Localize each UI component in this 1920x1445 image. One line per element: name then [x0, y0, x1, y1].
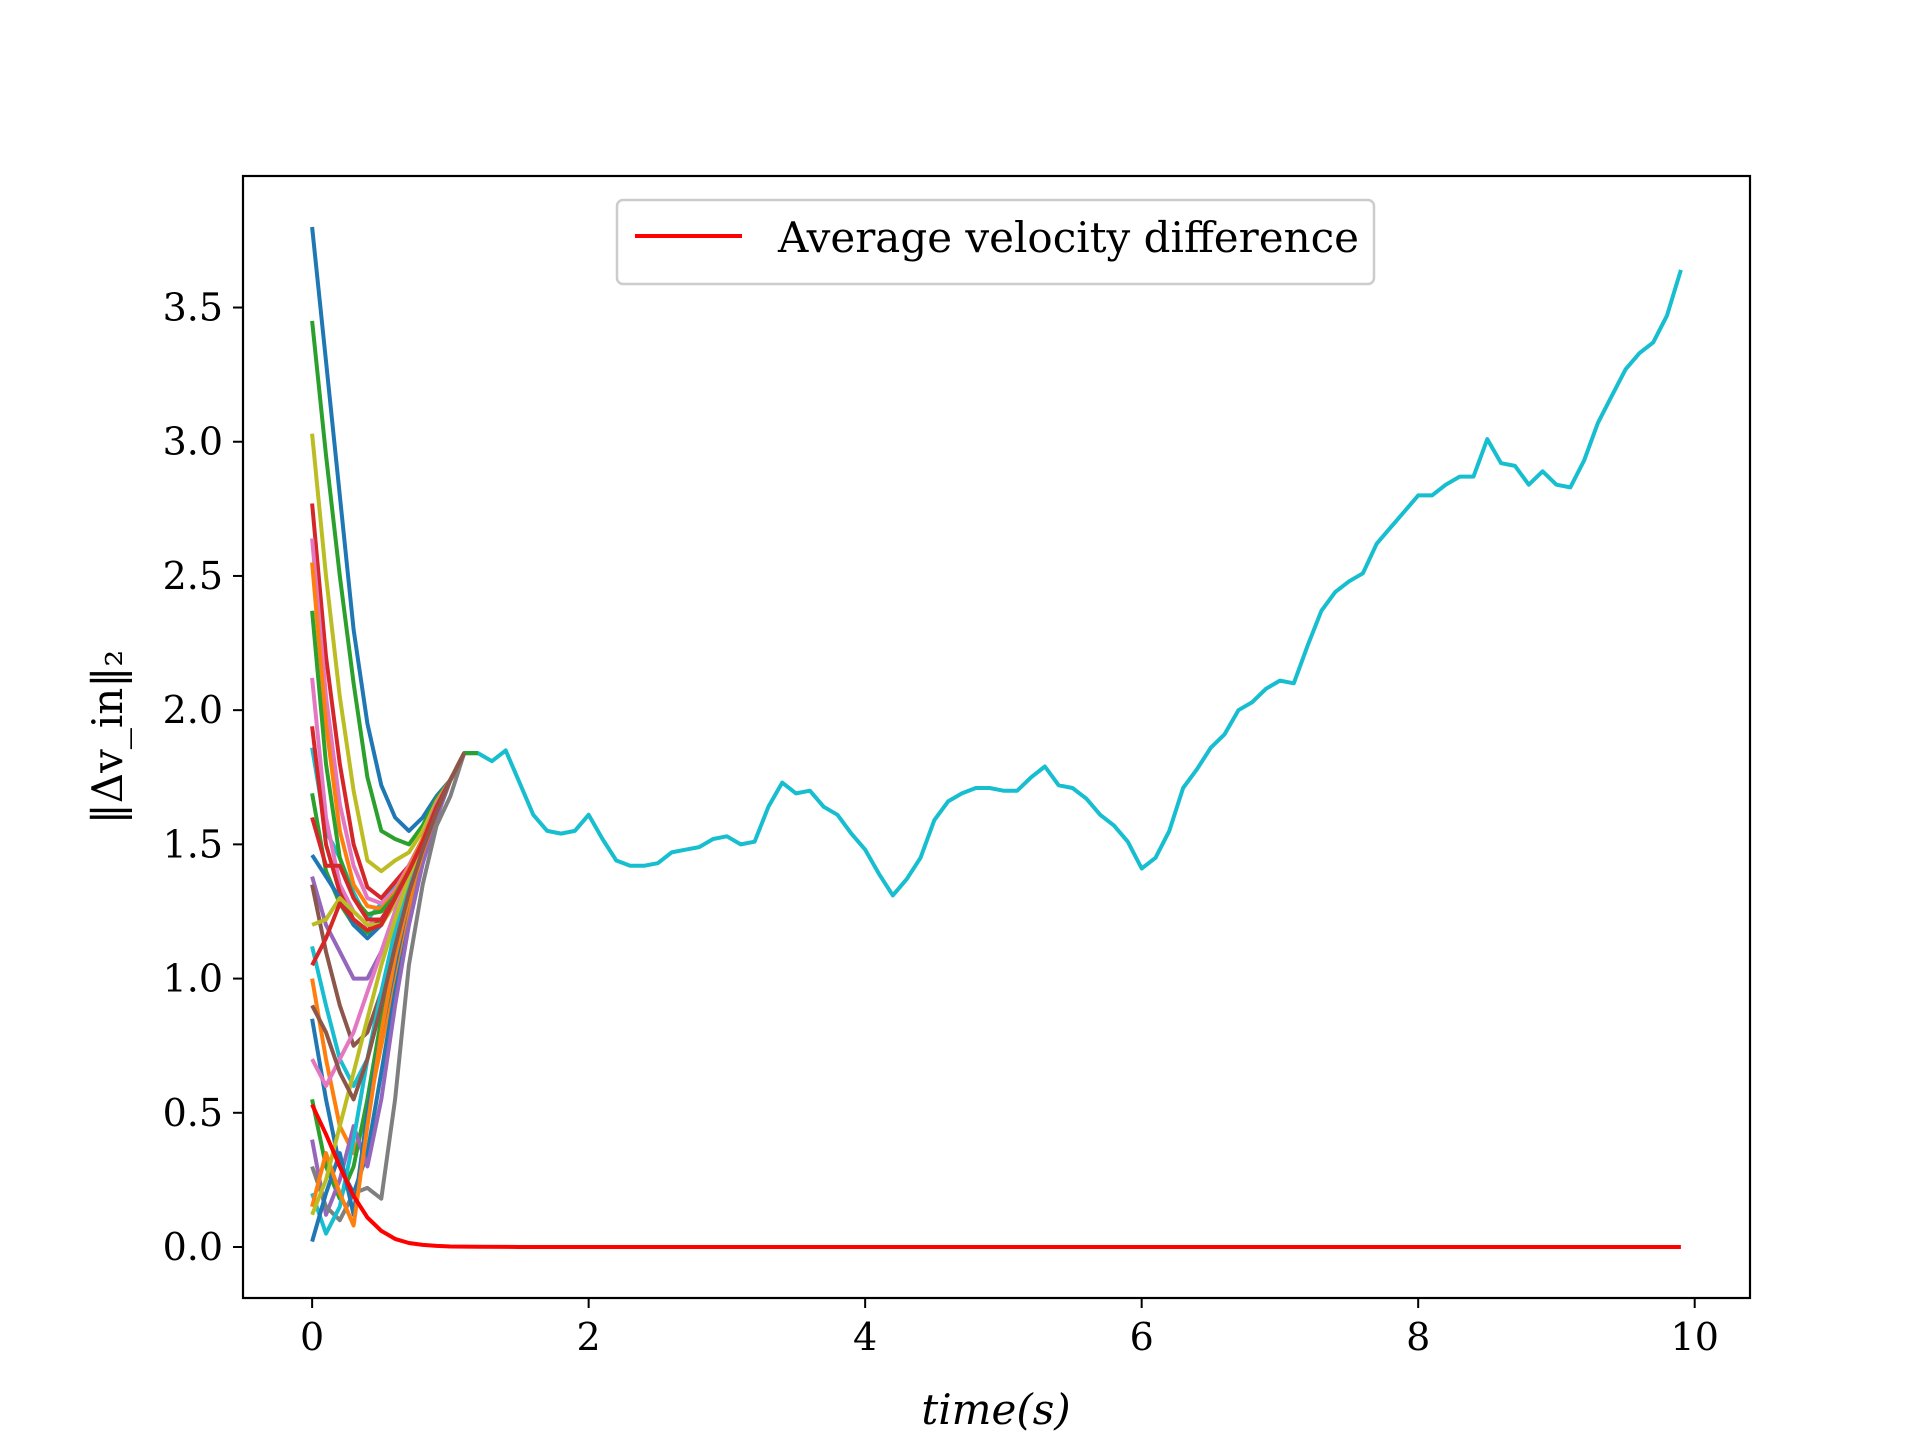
plot-frame [241, 174, 1752, 1300]
y-axis-ticks: 0.0 0.5 1.0 1.5 2.0 2.5 3.0 3.5 [163, 286, 243, 1269]
legend-box [615, 198, 1376, 286]
legend: Average velocity difference [615, 198, 1376, 286]
y-tick-label: 3.5 [163, 286, 223, 330]
y-tick-label: 1.5 [163, 822, 223, 866]
series-line-3 [310, 320, 478, 847]
x-tick-label: 0 [300, 1315, 324, 1359]
y-tick-label: 3.0 [163, 420, 223, 464]
x-tick-label: 8 [1406, 1315, 1430, 1359]
x-tick-label: 4 [853, 1315, 877, 1359]
y-tick-label: 2.5 [163, 554, 223, 598]
legend-label: Average velocity difference [777, 213, 1359, 262]
series-line-29 [310, 752, 466, 1102]
y-tick-label: 0.0 [163, 1225, 223, 1269]
x-tick-label: 10 [1671, 1315, 1719, 1359]
series-line-average [310, 1103, 1681, 1249]
x-axis-ticks: 0 2 4 6 8 10 [300, 1298, 1719, 1359]
series-line-5 [310, 503, 466, 901]
y-tick-label: 2.0 [163, 688, 223, 732]
series-line-23 [310, 752, 467, 1223]
y-tick-label: 1.0 [163, 957, 223, 1001]
x-tick-label: 6 [1130, 1315, 1154, 1359]
y-axis-label: ‖Δv_in‖₂ [83, 650, 132, 824]
x-axis-label: time(s) [921, 1385, 1070, 1434]
x-tick-label: 2 [577, 1315, 601, 1359]
series-line-1 [310, 269, 1683, 922]
y-tick-label: 0.5 [163, 1091, 223, 1135]
series-lines [310, 226, 1683, 1249]
